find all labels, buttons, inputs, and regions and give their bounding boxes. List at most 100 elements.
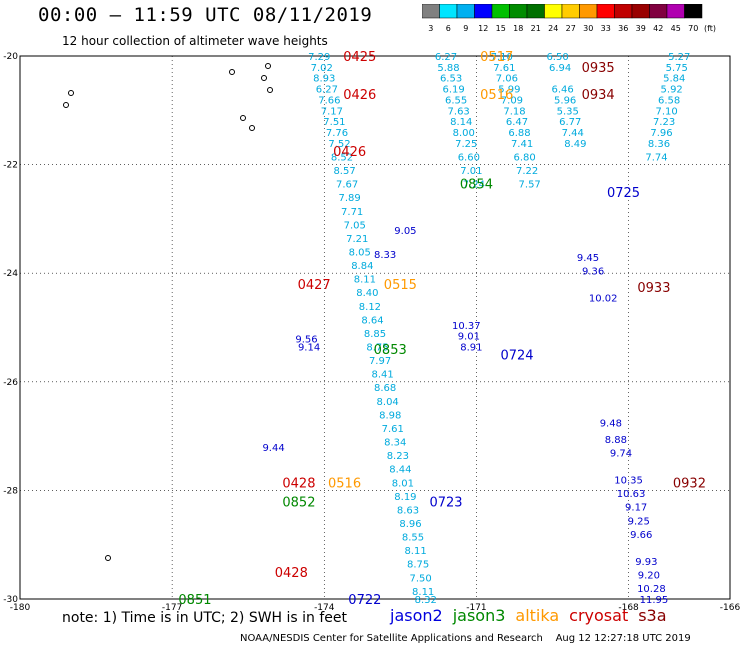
swh-value: 8.11 [354,275,376,286]
colorbar-tick: 3 [428,24,433,33]
island-outline [229,69,235,75]
y-tick-label: -20 [3,52,18,62]
x-tick-label: -180 [10,603,31,613]
swh-value: 9.17 [625,503,647,514]
pass-time-label: 0722 [348,593,381,608]
colorbar-tick: 12 [478,24,488,33]
colorbar-tick: 39 [636,24,646,33]
swh-value: 6.80 [513,152,535,163]
colorbar-tick: 33 [601,24,611,33]
x-tick-label: -171 [466,603,486,613]
swh-value: 5.27 [668,52,690,63]
y-tick-label: -28 [3,486,18,496]
swh-value: 7.96 [650,128,672,139]
swh-value: 8.34 [384,438,406,449]
swh-value: 7.24 [463,180,485,191]
swh-value: 6.94 [549,63,571,74]
colorbar-tick: 9 [463,24,468,33]
swh-value: 7.97 [369,356,391,367]
swh-value: 8.84 [351,261,373,272]
swh-value: 10.63 [617,489,646,500]
swh-value: 8.96 [399,519,421,530]
swh-value: 8.57 [333,166,355,177]
swh-value: 6.58 [658,95,680,106]
swh-value: 7.89 [339,193,361,204]
swh-value: 6.88 [508,128,530,139]
swh-value: 9.93 [635,557,657,568]
swh-value: 8.63 [397,505,419,516]
swh-value: 7.63 [448,106,470,117]
swh-value: 8.32 [415,595,437,606]
legend-jason2: jason2 [390,606,443,625]
swh-value: 8.19 [394,492,416,503]
swh-value: 8.04 [377,397,399,408]
swh-value: 10.37 [452,321,481,332]
x-tick-label: -177 [162,603,182,613]
swh-value: 7.05 [344,220,366,231]
swh-value: 6.47 [506,117,528,128]
swh-value: 8.14 [450,117,472,128]
pass-time-label: 0428 [282,476,315,491]
swh-value: 6.55 [445,95,467,106]
pass-time-label: 0516 [328,476,361,491]
swh-value: 8.85 [364,329,386,340]
swh-value: 8.05 [349,247,371,258]
swh-value: 6.53 [440,74,462,85]
swh-value: 6.19 [442,85,464,96]
swh-value: 9.48 [600,419,622,430]
pass-time-label: 0853 [374,343,407,358]
pass-time-label: 0724 [500,349,533,364]
swh-value: 9.56 [295,334,317,345]
swh-value: 9.14 [298,343,320,354]
pass-time-label: 0426 [343,88,376,103]
colorbar-tick: 18 [513,24,523,33]
swh-value: 6.60 [458,152,480,163]
pass-time-label: 0854 [460,178,493,193]
swh-value: 7.76 [326,128,348,139]
swh-value: 9.25 [628,516,650,527]
swh-value: 6.77 [559,117,581,128]
pass-time-label: 0935 [582,61,615,76]
island-outline [240,115,246,121]
swh-value: 8.41 [371,370,393,381]
swh-value: 7.44 [562,128,584,139]
swh-value: 7.01 [460,166,482,177]
pass-time-label: 0725 [607,186,640,201]
y-tick-label: -26 [3,378,18,388]
swh-value: 7.02 [311,63,333,74]
colorbar-tick: 15 [496,24,506,33]
pass-time-label: 0933 [637,281,670,296]
colorbar-tick: 36 [618,24,628,33]
swh-value: 9.36 [582,266,604,277]
swh-value: 8.40 [356,288,378,299]
swh-value: 7.18 [503,106,525,117]
swh-value: 7.23 [653,117,675,128]
island-outline [105,555,111,561]
colorbar-swatch [684,4,703,19]
colorbar-tick: 70 [688,24,698,33]
swh-value: 7.66 [318,95,340,106]
swh-value: 7.29 [308,52,330,63]
swh-value: 7.22 [516,166,538,177]
swh-value: 6.27 [435,52,457,63]
swh-value: 5.96 [554,95,576,106]
swh-value: 7.74 [645,152,667,163]
satellite-legend: jason2 jason3 altika cryosat s3a [390,606,677,625]
y-tick-label: -30 [3,595,18,605]
swh-value: 11.95 [640,595,669,606]
chart-subtitle: 12 hour collection of altimeter wave hei… [62,34,328,48]
pass-time-label: 0852 [282,495,315,510]
swh-value: 8.49 [564,139,586,150]
pass-time-label: 0934 [582,88,615,103]
pass-time-label: 0427 [298,278,331,293]
swh-value: 9.45 [577,253,599,264]
swh-value: 8.44 [389,465,411,476]
swh-value: 10.02 [589,294,618,305]
island-outline [63,102,69,108]
swh-value: 8.91 [460,343,482,354]
colorbar-tick: 45 [671,24,681,33]
swh-value: 6.46 [552,85,574,96]
swh-value: 8.55 [402,533,424,544]
legend-jason3: jason3 [452,606,506,625]
